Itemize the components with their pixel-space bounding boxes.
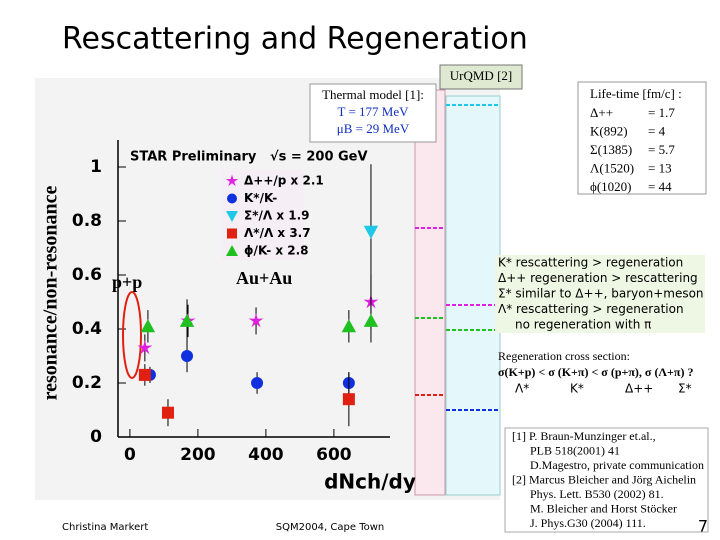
lifetime-particle: ϕ(1020) bbox=[590, 179, 632, 194]
marker bbox=[138, 368, 151, 381]
lifetime-particle: Λ(1520) bbox=[590, 160, 634, 175]
rescattering-box bbox=[495, 255, 705, 333]
regeneration-label: K* bbox=[570, 382, 584, 396]
thermal-title: Thermal model [1]: bbox=[322, 87, 424, 102]
marker bbox=[140, 319, 156, 333]
marker bbox=[226, 211, 238, 222]
pp-highlight bbox=[122, 291, 142, 379]
annotation: √s = 200 GeV bbox=[270, 150, 368, 165]
reference-line: Phys. Lett. B530 (2002) 81. bbox=[530, 487, 664, 501]
slide-title: Rescattering and Regeneration bbox=[62, 22, 528, 57]
lifetime-value: = 4 bbox=[648, 123, 666, 138]
regeneration-label: Σ* bbox=[678, 382, 692, 396]
y-axis-title: resonance/non-resonance bbox=[40, 185, 62, 400]
rescattering-line: Σ* similar to Δ++, baryon+meson bbox=[498, 287, 704, 301]
legend-label: ϕ/K- x 2.8 bbox=[244, 244, 309, 258]
thermal-line: μB = 29 MeV bbox=[337, 121, 410, 136]
marker bbox=[181, 350, 194, 362]
marker bbox=[226, 245, 238, 256]
y-tick-label: 0.8 bbox=[72, 211, 102, 231]
legend-label: Σ*/Λ x 1.9 bbox=[244, 209, 310, 223]
lifetime-value: = 44 bbox=[648, 179, 672, 194]
y-tick-label: 0.2 bbox=[72, 373, 102, 393]
thermal-box bbox=[309, 83, 437, 143]
legend-label: Λ*/Λ x 3.7 bbox=[244, 226, 311, 240]
x-tick-label: 600 bbox=[316, 445, 352, 465]
reference-line: M. Bleicher and Horst Stöcker bbox=[530, 501, 677, 515]
rescattering-line: Δ++ regeneration > rescattering bbox=[498, 271, 698, 285]
legend-label: K*/K- bbox=[244, 191, 277, 205]
x-tick-label: 400 bbox=[248, 445, 284, 465]
footer-conference: SQM2004, Cape Town bbox=[276, 522, 385, 533]
lifetime-title: Life-time [fm/c] : bbox=[590, 86, 682, 101]
y-tick-label: 1 bbox=[90, 157, 102, 177]
marker bbox=[227, 193, 237, 204]
marker bbox=[225, 174, 239, 187]
y-tick-label: 0 bbox=[90, 427, 102, 447]
rescattering-line: K* rescattering > regeneration bbox=[498, 256, 683, 270]
reference-line: J. Phys.G30 (2004) 111. bbox=[530, 516, 646, 530]
marker bbox=[251, 377, 264, 389]
marker bbox=[137, 340, 153, 355]
marker bbox=[161, 406, 174, 419]
marker bbox=[342, 393, 355, 406]
footer-author: Christina Markert bbox=[62, 522, 148, 533]
marker bbox=[248, 313, 264, 328]
marker bbox=[341, 319, 357, 333]
regeneration-formula: σ(K+p) < σ (K+π) < σ (p+π), σ (Λ+π) ? bbox=[498, 365, 693, 379]
regeneration-label: Λ* bbox=[515, 382, 529, 396]
lifetime-particle: Σ(1385) bbox=[590, 142, 632, 157]
legend-label: Δ++/p x 2.1 bbox=[244, 174, 324, 188]
marker bbox=[179, 313, 195, 327]
x-tick-label: 0 bbox=[124, 445, 136, 465]
references-box bbox=[504, 427, 709, 533]
reference-line: [2] Marcus Bleicher and Jörg Aichelin bbox=[512, 472, 696, 486]
urqmd-column-2 bbox=[445, 95, 501, 496]
lifetime-box bbox=[577, 81, 707, 195]
urqmd-label: UrQMD [2] bbox=[450, 68, 512, 83]
urqmd-column-1 bbox=[414, 89, 446, 496]
thermal-line: T = 177 MeV bbox=[337, 104, 409, 119]
lifetime-value: = 5.7 bbox=[648, 142, 675, 157]
page-number: 7 bbox=[698, 517, 708, 536]
regeneration-label: Δ++ bbox=[625, 382, 653, 396]
marker bbox=[227, 228, 237, 239]
rescattering-line: Λ* rescattering > regeneration bbox=[498, 302, 684, 316]
lifetime-particle: K(892) bbox=[590, 123, 628, 138]
reference-line: [1] P. Braun-Munzinger et.al., bbox=[512, 429, 656, 443]
chart: 0 0.2 0.4 0.6 0.8 1 0 200 400 600 resonance/non-re… bbox=[40, 140, 416, 494]
reference-line: D.Magestro, private communication bbox=[530, 458, 704, 472]
reference-line: PLB 518(2001) 41 bbox=[530, 443, 620, 457]
rescattering-line: no regeneration with π bbox=[515, 318, 651, 332]
urqmd-lines bbox=[415, 104, 500, 411]
marker bbox=[363, 313, 379, 327]
urqmd-box bbox=[439, 64, 523, 90]
annotation: STAR Preliminary bbox=[130, 150, 257, 165]
y-tick-label: 0.4 bbox=[72, 319, 102, 339]
system-label: p+p bbox=[112, 272, 142, 292]
text-blocks: Δ++ = 1.7 K(892) = 4 Σ(1385) = 5.7 Λ(1520) = 13… bbox=[498, 105, 709, 533]
system-label: Au+Au bbox=[236, 268, 292, 288]
regeneration-title: Regeneration cross section: bbox=[498, 349, 630, 363]
x-tick-label: 200 bbox=[180, 445, 216, 465]
marker bbox=[363, 225, 379, 239]
lifetime-value: = 1.7 bbox=[648, 105, 675, 120]
y-tick-label: 0.6 bbox=[72, 265, 102, 285]
lifetime-particle: Δ++ bbox=[590, 105, 613, 120]
lifetime-value: = 13 bbox=[648, 160, 672, 175]
x-axis-title: dNch/dy bbox=[324, 470, 416, 494]
